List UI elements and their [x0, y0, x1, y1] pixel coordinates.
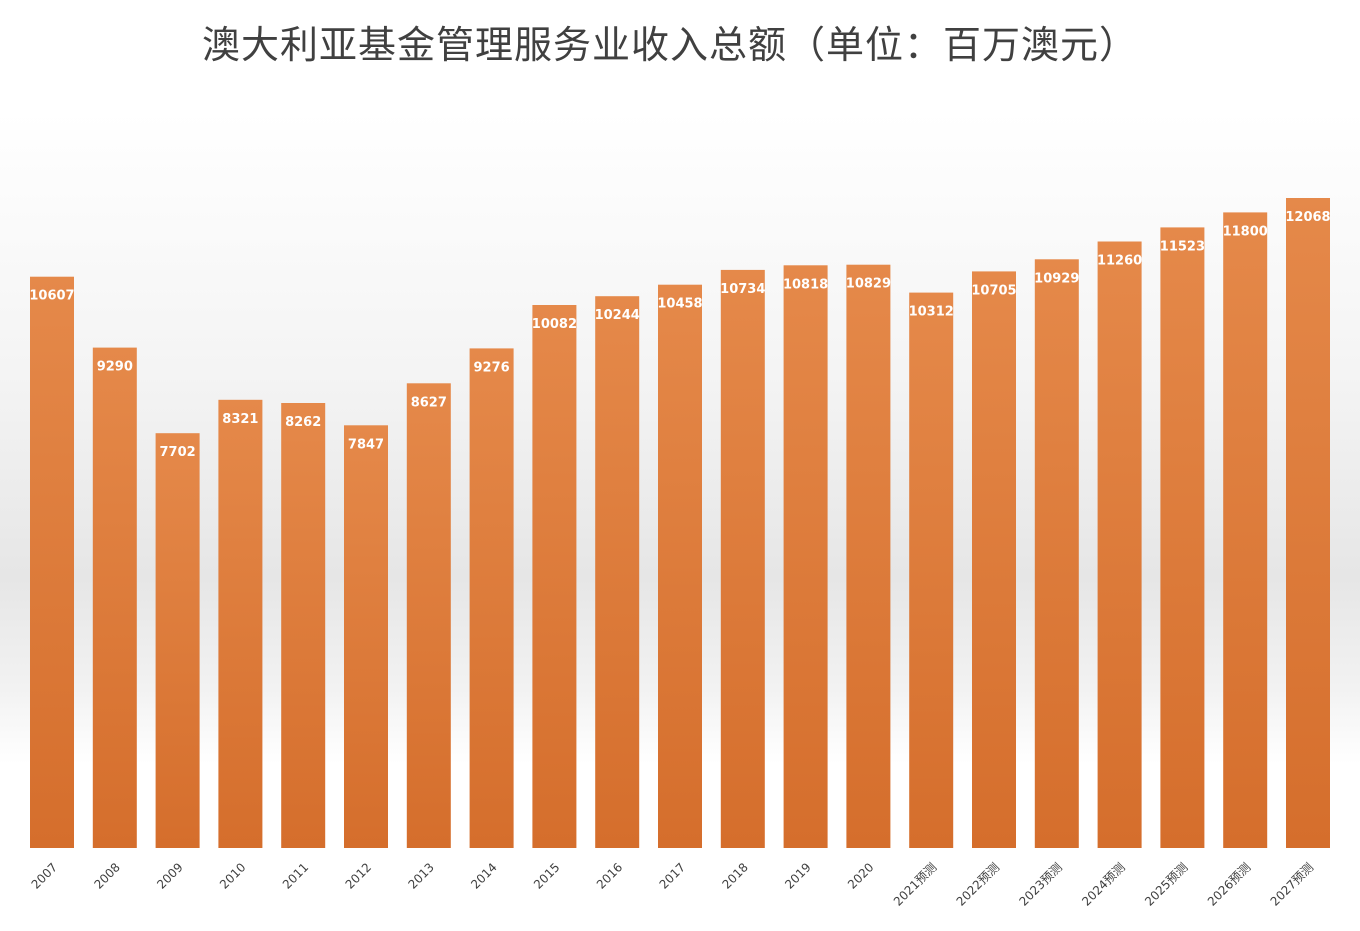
chart-title: 澳大利亚基金管理服务业收入总额（单位：百万澳元） — [201, 23, 1138, 67]
data-label-2027预测: 12068 — [1285, 210, 1330, 225]
data-label-2018: 10734 — [720, 282, 765, 297]
bar-2018 — [720, 269, 765, 848]
x-tick-label-2025预测: 2025预测 — [1142, 860, 1190, 908]
bar-2011 — [281, 403, 326, 848]
data-label-2023预测: 10929 — [1034, 271, 1079, 286]
data-label-2024预测: 11260 — [1097, 254, 1142, 269]
x-tick-label-2014: 2014 — [468, 860, 499, 891]
data-label-2009: 7702 — [160, 445, 196, 460]
data-label-2021预测: 10312 — [909, 305, 954, 320]
bar-2026预测 — [1223, 212, 1268, 848]
data-label-2007: 10607 — [29, 289, 74, 304]
x-tick-label-2008: 2008 — [91, 860, 122, 891]
x-tick-label-2019: 2019 — [782, 860, 813, 891]
bar-2009 — [155, 433, 200, 848]
x-tick-label-2018: 2018 — [719, 860, 750, 891]
bar-2008 — [92, 347, 137, 848]
data-label-2017: 10458 — [657, 297, 702, 312]
x-tick-label-2009: 2009 — [154, 860, 185, 891]
x-tick-label-2027预测: 2027预测 — [1268, 860, 1316, 908]
bar-2014 — [469, 348, 514, 848]
bar-2022预测 — [972, 271, 1016, 848]
data-label-2013: 8627 — [411, 395, 447, 410]
data-label-2019: 10818 — [783, 277, 828, 292]
bar-2013 — [406, 383, 451, 848]
x-tick-label-2013: 2013 — [405, 860, 436, 891]
bar-2025预测 — [1160, 227, 1205, 848]
x-tick-label-2024预测: 2024预测 — [1079, 860, 1127, 908]
x-tick-label-2017: 2017 — [657, 860, 688, 891]
bar-2015 — [532, 305, 577, 848]
bar-2021预测 — [909, 292, 954, 849]
data-label-2026预测: 11800 — [1223, 224, 1268, 239]
x-tick-label-2022预测: 2022预测 — [954, 860, 1002, 908]
x-tick-label-2026预测: 2026预测 — [1205, 860, 1253, 908]
bar-2010 — [218, 399, 263, 848]
data-label-2016: 10244 — [595, 308, 640, 323]
data-label-2020: 10829 — [846, 277, 891, 292]
x-tick-label-2016: 2016 — [594, 860, 625, 891]
data-label-2022预测: 10705 — [971, 283, 1016, 298]
x-tick-label-2011: 2011 — [280, 860, 311, 891]
data-label-2015: 10082 — [532, 317, 577, 332]
data-label-2014: 9276 — [474, 360, 510, 375]
bar-2020 — [846, 264, 891, 848]
x-tick-label-2023预测: 2023预测 — [1016, 860, 1064, 908]
x-tick-label-2015: 2015 — [531, 860, 562, 891]
data-label-2025预测: 11523 — [1160, 239, 1205, 254]
x-tick-label-2007: 2007 — [29, 860, 60, 891]
bar-2027预测 — [1286, 198, 1330, 848]
x-tick-label-2010: 2010 — [217, 860, 248, 891]
x-tick-label-2021预测: 2021预测 — [891, 860, 939, 908]
bar-2023预测 — [1034, 259, 1079, 848]
data-label-2012: 7847 — [348, 437, 384, 452]
bar-2007 — [30, 276, 74, 848]
data-label-2010: 8321 — [222, 412, 258, 427]
x-tick-label-2012: 2012 — [343, 860, 374, 891]
data-label-2011: 8262 — [285, 415, 321, 430]
data-label-2008: 9290 — [97, 360, 133, 375]
bar-2024预测 — [1097, 241, 1142, 848]
bar-2017 — [658, 284, 702, 848]
bar-2019 — [783, 265, 828, 848]
bar-2016 — [595, 296, 640, 848]
x-tick-label-2020: 2020 — [845, 860, 876, 891]
bar-2012 — [344, 425, 388, 848]
